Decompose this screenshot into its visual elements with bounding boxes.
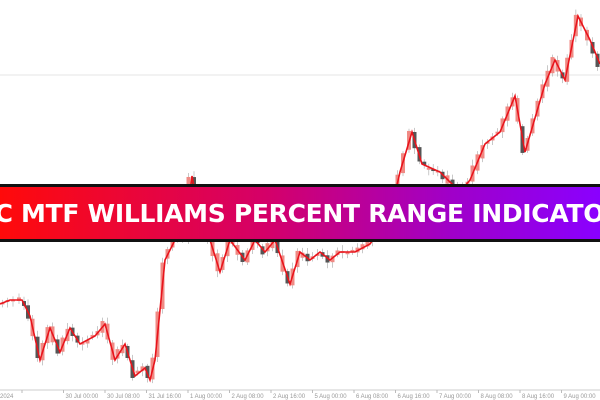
x-tick-label: 6 Aug 08:00	[356, 394, 389, 400]
candle	[265, 243, 270, 252]
candle	[145, 365, 150, 378]
x-tick-label: 1 Aug 00:00	[190, 394, 223, 400]
zigzag-line	[0, 13, 600, 383]
candle	[426, 167, 431, 170]
candle	[365, 241, 370, 247]
x-tick-label: 8 Aug 16:00	[522, 394, 555, 400]
candle	[495, 131, 500, 134]
x-tick-label: 9 Aug 00:00	[564, 394, 597, 400]
candle	[90, 334, 95, 337]
x-tick-label: 30 Jul 08:00	[107, 394, 140, 400]
candle	[115, 349, 120, 359]
candle	[140, 366, 145, 372]
candle	[135, 370, 140, 374]
candle	[422, 161, 427, 165]
x-axis-ticks: 2024 30 Jul 00:00 30 Jul 08:00 31 Jul 16:00…	[0, 390, 596, 400]
candle	[360, 244, 365, 250]
title-banner: SC MTF WILLIAMS PERCENT RANGE INDICATOR	[0, 184, 600, 242]
candle	[300, 252, 305, 258]
candle	[431, 169, 436, 172]
x-tick-label: 30 Jul 00:00	[66, 394, 99, 400]
x-tick-label: 6 Aug 16:00	[398, 394, 431, 400]
candle	[350, 249, 355, 252]
candle	[170, 237, 175, 248]
candle	[260, 246, 265, 255]
candle	[345, 252, 350, 255]
candle	[85, 340, 90, 344]
candle	[595, 53, 600, 67]
x-tick-label: 2024	[0, 394, 14, 400]
x-tick-label: 7 Aug 00:00	[439, 394, 472, 400]
candle	[335, 250, 340, 256]
candle	[450, 179, 455, 187]
x-tick-label: 31 Jul 16:00	[149, 394, 182, 400]
x-tick-label: 8 Aug 08:00	[481, 394, 514, 400]
banner-title: SC MTF WILLIAMS PERCENT RANGE INDICATOR	[0, 198, 600, 228]
candle	[80, 342, 85, 345]
x-tick-label: 5 Aug 00:00	[315, 394, 348, 400]
x-tick-label: 2 Aug 16:00	[273, 394, 306, 400]
x-tick-label: 2 Aug 08:00	[232, 394, 265, 400]
